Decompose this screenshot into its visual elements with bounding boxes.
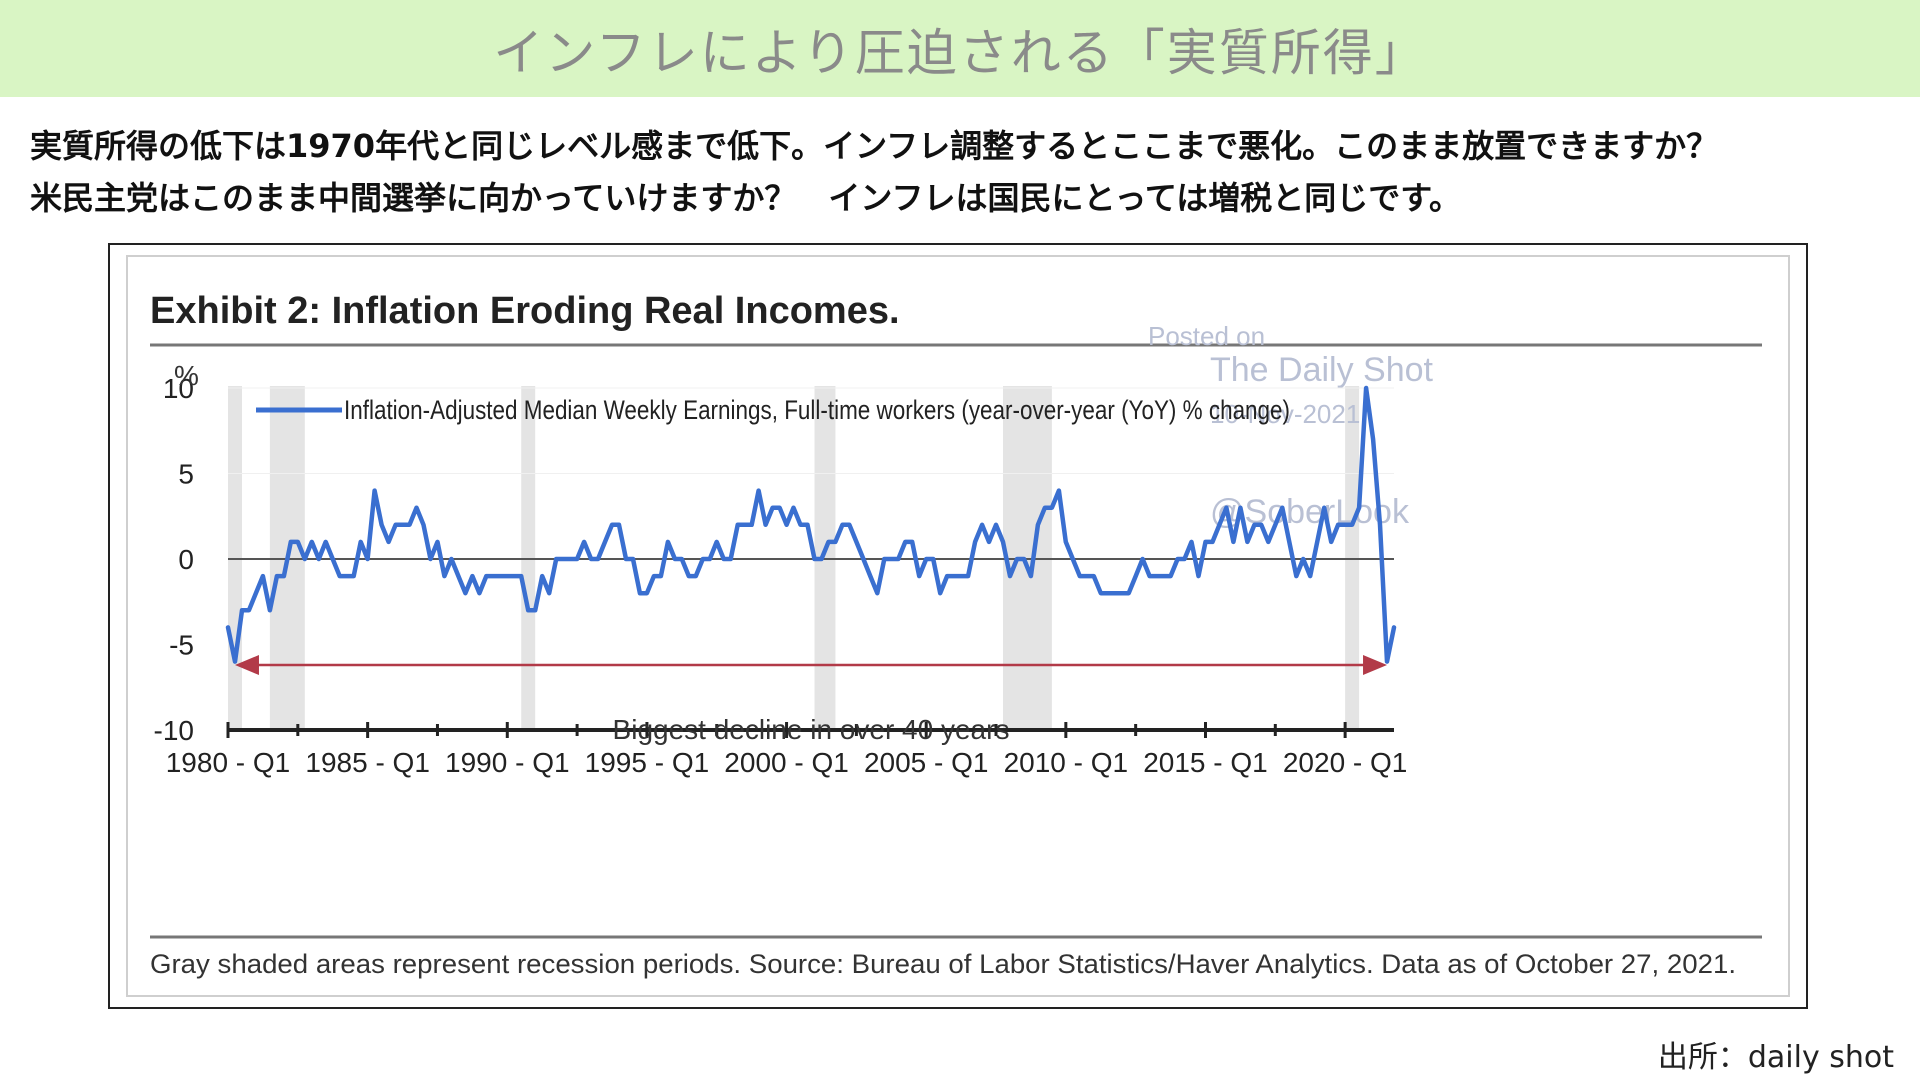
- chart-panel: Exhibit 2: Inflation Eroding Real Income…: [126, 255, 1790, 997]
- x-tick-label: 2005 - Q1: [864, 747, 989, 778]
- chart-title: Exhibit 2: Inflation Eroding Real Income…: [150, 290, 900, 332]
- x-tick-label: 1990 - Q1: [445, 747, 570, 778]
- watermark-line-2: The Daily Shot: [1210, 351, 1434, 389]
- annotation: Biggest decline in over 40 years: [234, 655, 1388, 745]
- x-tick-label: 1995 - Q1: [585, 747, 710, 778]
- watermark-line-1: Posted on: [1148, 321, 1265, 351]
- x-tick-label: 2015 - Q1: [1143, 747, 1268, 778]
- line-chart: Exhibit 2: Inflation Eroding Real Income…: [150, 290, 1762, 979]
- chart-figure: Exhibit 2: Inflation Eroding Real Income…: [108, 243, 1808, 1009]
- x-tick-label: 1980 - Q1: [166, 747, 291, 778]
- x-tick-label: 2010 - Q1: [1004, 747, 1129, 778]
- annotation-arrow-head-right: [1363, 655, 1388, 676]
- x-tick-label: 1985 - Q1: [305, 747, 430, 778]
- banner-title: インフレにより圧迫される「実質所得」: [493, 23, 1427, 82]
- source-credit: 出所：daily shot: [1657, 1040, 1894, 1075]
- x-tick-label: 2020 - Q1: [1283, 747, 1408, 778]
- y-tick-label: 5: [178, 459, 194, 490]
- lead-line-2: 米民主党はこのまま中間選挙に向かっていけますか？ インフレは国民にとっては増税と…: [30, 179, 1462, 217]
- title-banner: インフレにより圧迫される「実質所得」: [0, 0, 1920, 97]
- legend: Inflation-Adjusted Median Weekly Earning…: [256, 395, 1290, 425]
- lead-text: 実質所得の低下は1970年代と同じレベル感まで低下。インフレ調整するとここまで悪…: [30, 120, 1910, 224]
- series: [225, 385, 1397, 664]
- annotation-arrow-head-left: [234, 655, 259, 676]
- annotation-text: Biggest decline in over 40 years: [613, 714, 1010, 745]
- watermark: Posted on The Daily Shot 10-Nov-2021 @So…: [1148, 321, 1434, 531]
- legend-label: Inflation-Adjusted Median Weekly Earning…: [344, 395, 1290, 425]
- x-tick-label: 2000 - Q1: [724, 747, 849, 778]
- y-tick-label: 10: [163, 373, 194, 404]
- y-axis-unit: %: [174, 360, 199, 391]
- lead-line-1: 実質所得の低下は1970年代と同じレベル感まで低下。インフレ調整するとここまで悪…: [30, 127, 1719, 165]
- series-line-0: [225, 385, 1397, 664]
- y-tick-label: 0: [178, 544, 194, 575]
- y-tick-label: -10: [154, 715, 194, 746]
- watermark-line-3: 10-Nov-2021: [1210, 399, 1360, 429]
- y-tick-label: -5: [169, 630, 194, 661]
- chart-footnote: Gray shaded areas represent recession pe…: [150, 949, 1736, 979]
